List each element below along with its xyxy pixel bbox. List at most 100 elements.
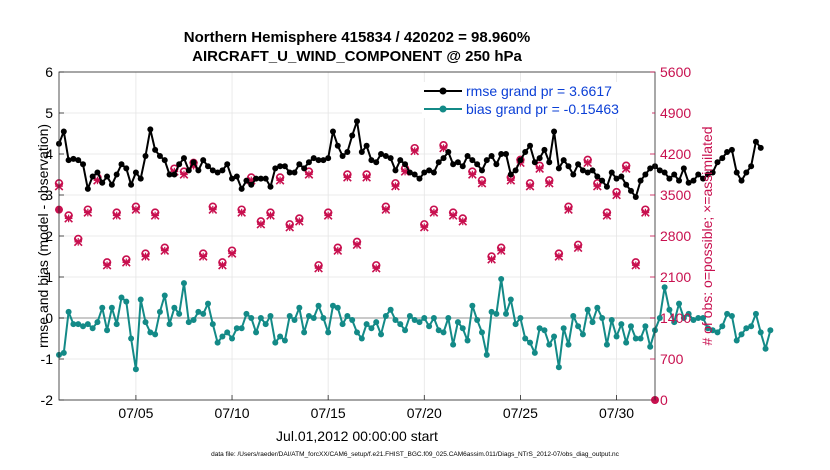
assimilated-count-point <box>429 208 439 217</box>
assimilated-count-point <box>535 164 545 174</box>
y-tick-label: 2 <box>45 228 53 244</box>
rmse-point <box>248 181 255 188</box>
rmse-point <box>325 155 332 162</box>
bias-point <box>527 339 534 346</box>
bias-point <box>205 300 211 307</box>
bias-point <box>748 323 755 330</box>
bias-point <box>464 337 471 344</box>
y-tick-label: 6 <box>45 64 53 80</box>
legend: rmse grand pr = 3.6617 bias grand pr = -… <box>422 82 652 118</box>
bias-point <box>397 321 404 328</box>
rmse-point <box>281 163 288 170</box>
rmse-point <box>301 165 308 172</box>
legend-bias-marker <box>439 105 447 113</box>
assimilated-count-point <box>333 246 343 256</box>
rmse-point <box>397 157 404 164</box>
y-tick-label: -2 <box>41 392 54 408</box>
rmse-point <box>411 171 418 178</box>
bias-point <box>277 333 284 340</box>
bias-point <box>344 312 351 319</box>
rmse-point <box>728 146 735 153</box>
rmse-point <box>156 153 163 160</box>
bias-point <box>430 315 437 321</box>
rmse-point <box>99 179 106 186</box>
bias-point <box>363 321 370 328</box>
assimilated-count-point <box>458 216 468 226</box>
bias-point <box>65 308 72 315</box>
bias-point <box>512 321 519 328</box>
rmse-point <box>382 153 389 160</box>
y-axis-right-label: # of obs: o=possible; ×=assimilated <box>699 126 715 345</box>
bias-point <box>575 323 582 330</box>
rmse-point <box>704 171 711 178</box>
assimilated-count-point <box>218 260 227 270</box>
rmse-point <box>498 151 505 157</box>
bias-point <box>243 310 250 317</box>
rmse-point <box>65 157 72 164</box>
rmse-point <box>147 126 154 133</box>
bias-point <box>478 329 485 336</box>
bias-point <box>555 364 562 371</box>
assimilated-count-point <box>314 263 323 273</box>
bias-point <box>402 327 409 334</box>
rmse-point <box>661 169 668 176</box>
rmse-point <box>531 159 538 166</box>
x-tick-label: 07/25 <box>503 405 538 421</box>
rmse-point <box>440 155 447 162</box>
rmse-point <box>195 167 202 174</box>
rmse-point <box>632 194 639 201</box>
rmse-point <box>89 173 96 180</box>
bias-point <box>426 323 433 330</box>
rmse-point <box>152 146 159 153</box>
assimilated-count-point <box>371 263 381 273</box>
bias-point <box>329 302 336 309</box>
rmse-point <box>253 175 260 182</box>
y-tick-label: 5 <box>45 105 53 121</box>
rmse-point <box>666 175 673 182</box>
bias-point <box>733 337 740 344</box>
rmse-point <box>378 151 385 157</box>
rmse-point <box>565 163 572 170</box>
rmse-point <box>603 183 610 190</box>
rmse-point <box>296 161 303 168</box>
y-right-tick-label: 1400 <box>660 310 691 326</box>
bias-point <box>507 296 514 303</box>
rmse-point <box>474 161 481 168</box>
assimilated-count-point <box>121 257 131 267</box>
bias-point <box>671 319 678 326</box>
assimilated-count-point <box>467 170 477 179</box>
bias-point <box>445 315 452 321</box>
rmse-point <box>205 163 211 170</box>
rmse-point <box>676 177 683 184</box>
bias-point <box>627 323 634 330</box>
x-tick-label: 07/15 <box>311 405 346 421</box>
y-tick-label: 3 <box>45 187 53 203</box>
rmse-point <box>75 157 82 164</box>
bias-point <box>623 339 630 346</box>
rmse-point <box>392 167 399 174</box>
bias-point <box>262 321 269 328</box>
bias-point <box>238 325 245 332</box>
bias-point <box>89 325 96 332</box>
rmse-point <box>329 128 336 135</box>
assimilated-count-point <box>198 252 208 261</box>
rmse-point <box>421 169 428 176</box>
rmse-point <box>416 175 423 182</box>
assimilated-count-point <box>179 170 189 179</box>
rmse-point <box>589 167 596 174</box>
bias-point <box>724 310 731 317</box>
bias-point <box>474 317 481 324</box>
rmse-point <box>647 165 654 172</box>
bias-point <box>161 292 168 299</box>
rmse-point <box>387 155 394 162</box>
assimilated-count-point <box>150 211 160 220</box>
bias-point <box>522 335 529 342</box>
assimilated-count-point <box>160 246 170 256</box>
bias-point <box>257 315 264 321</box>
bias-point <box>440 329 447 336</box>
rmse-point <box>555 165 562 172</box>
rmse-point <box>522 148 529 155</box>
legend-box <box>422 82 652 118</box>
assimilated-count-point <box>266 211 275 220</box>
